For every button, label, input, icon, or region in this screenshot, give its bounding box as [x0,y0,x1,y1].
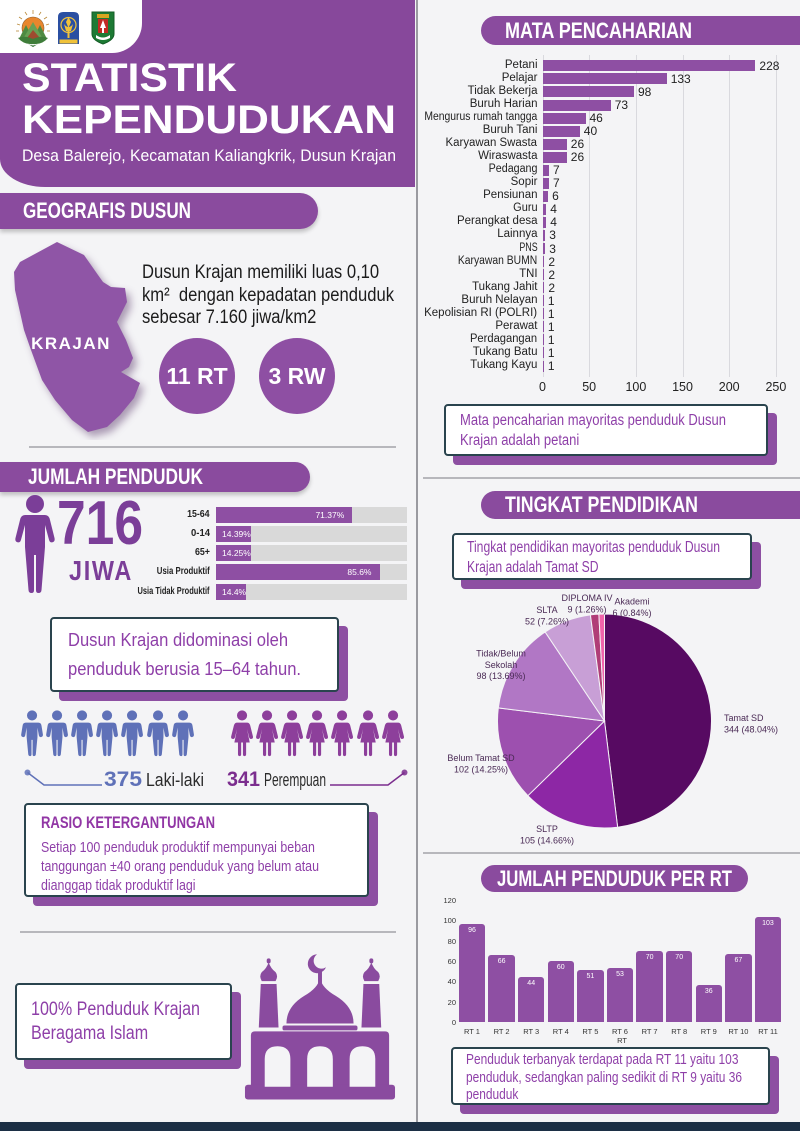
svg-text:105 (14.66%): 105 (14.66%) [520,835,574,845]
svg-text:344 (48.04%): 344 (48.04%) [724,724,778,734]
svg-text:Belum Tamat SD: Belum Tamat SD [447,753,515,763]
svg-text:KRAJAN: KRAJAN [31,334,111,353]
svg-text:Tamat SD: Tamat SD [724,713,764,723]
svg-text:9 (1.26%): 9 (1.26%) [567,604,606,614]
svg-text:Sekolah: Sekolah [485,660,518,670]
svg-text:Tidak/Belum: Tidak/Belum [476,649,526,659]
svg-text:98 (13.69%): 98 (13.69%) [476,671,525,681]
svg-text:6 (0.84%): 6 (0.84%) [612,608,651,618]
svg-text:Akademi: Akademi [614,597,649,607]
svg-text:102 (14.25%): 102 (14.25%) [454,764,508,774]
svg-text:DIPLOMA IV: DIPLOMA IV [561,593,612,603]
svg-text:SLTP: SLTP [536,824,558,834]
svg-text:SLTA: SLTA [536,605,557,615]
svg-text:52 (7.26%): 52 (7.26%) [525,616,569,626]
